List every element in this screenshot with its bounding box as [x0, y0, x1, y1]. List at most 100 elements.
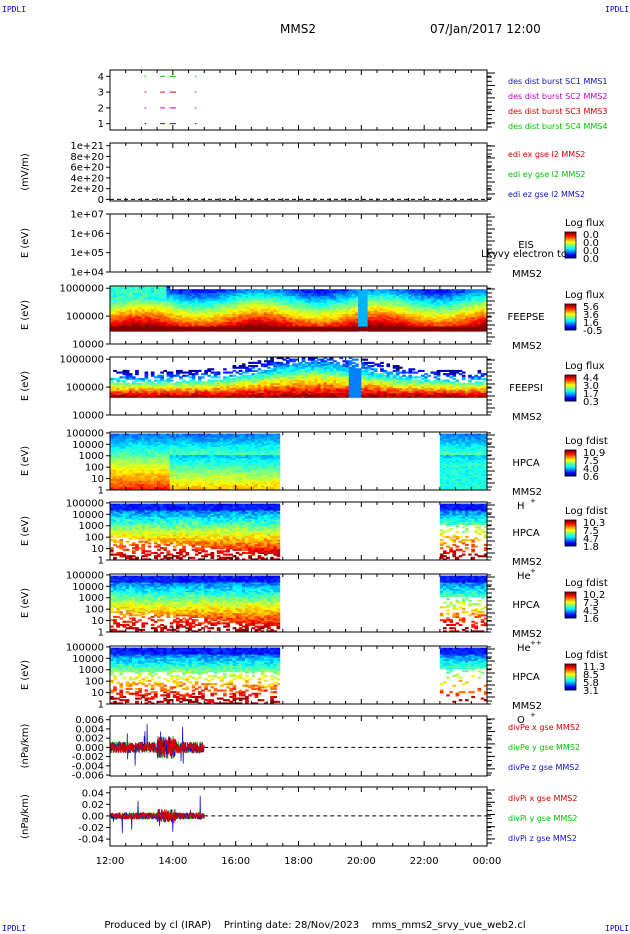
spectro-cell: [144, 377, 149, 381]
spectro-cell: [383, 303, 387, 306]
spectro-cell: [402, 310, 406, 313]
spectro-cell: [150, 389, 155, 392]
spectro-cell: [197, 297, 202, 300]
spectro-cell: [153, 311, 158, 314]
spectro-cell: [433, 310, 438, 313]
spectro-cell: [260, 305, 265, 308]
spectro-cell: [417, 324, 422, 327]
spectro-cell: [216, 303, 221, 306]
spectro-cell: [424, 310, 428, 313]
spectro-cell: [292, 315, 296, 318]
spectro-cell: [110, 382, 114, 385]
spectro-cell: [254, 326, 259, 332]
spectro-cell: [311, 290, 315, 293]
spectro-cell: [144, 298, 149, 301]
spectro-cell: [153, 379, 158, 382]
spectro-cell: [449, 302, 453, 305]
spectrogram-4: [110, 286, 488, 332]
spectro-cell: [411, 305, 416, 308]
spectro-cell: [424, 313, 428, 316]
spectro-cell: [166, 394, 171, 397]
spectro-cell: [223, 311, 227, 314]
spectro-cell: [138, 287, 142, 290]
spectro-cell: [364, 292, 369, 295]
spectro-cell: [182, 310, 186, 313]
spectro-cell: [329, 321, 334, 324]
spectro-cell: [421, 326, 425, 332]
spectro-cell: [144, 311, 149, 314]
spectro-cell: [392, 298, 397, 301]
spectro-cell: [147, 387, 152, 390]
corner-label-top-left: IPDLI: [2, 5, 27, 14]
spectro-cell: [141, 303, 146, 306]
spectro-cell: [144, 294, 149, 297]
spectro-cell: [458, 297, 463, 300]
spectro-cell: [229, 305, 234, 308]
spectro-cell: [411, 290, 416, 293]
spectro-cell: [128, 377, 133, 381]
spectro-cell: [270, 294, 274, 297]
spectro-cell: [223, 303, 227, 306]
spectro-cell: [128, 302, 133, 305]
spectro-cell: [421, 289, 425, 292]
spectro-cell: [414, 313, 419, 316]
spectro-cell: [172, 374, 177, 377]
spectro-cell: [131, 298, 136, 301]
spectro-cell: [439, 289, 444, 292]
spectro-cell: [254, 316, 259, 319]
spectro-cell: [125, 377, 130, 381]
spectro-cell: [480, 298, 485, 301]
spectro-cell: [172, 295, 177, 298]
spectro-cell: [166, 387, 171, 390]
spectro-cell: [326, 302, 331, 305]
spectro-cell: [345, 302, 350, 305]
spectro-cell: [182, 306, 186, 310]
spectro-cell: [298, 303, 303, 306]
spectro-cell: [317, 315, 321, 318]
spectro-cell: [424, 318, 428, 321]
spectro-cell: [257, 300, 262, 303]
spectro-cell: [433, 318, 438, 321]
spectro-cell: [480, 305, 485, 308]
spectro-cell: [223, 319, 227, 322]
spectro-cell: [355, 289, 359, 292]
spectro-cell: [263, 324, 268, 327]
spectro-cell: [295, 290, 299, 293]
spectro-cell: [358, 311, 362, 314]
spectro-cell: [179, 315, 183, 318]
spectro-cell: [471, 308, 475, 311]
spectro-cell: [370, 295, 375, 298]
spectro-cell: [163, 381, 168, 384]
spectro-cell: [235, 305, 240, 308]
spectro-cell: [483, 297, 488, 300]
spectro-cell: [157, 395, 161, 398]
spectro-cell: [216, 316, 221, 319]
spectro-cell: [436, 290, 441, 293]
colorbar-cell: [565, 238, 576, 240]
spectro-cell: [311, 310, 315, 313]
spectro-cell: [119, 295, 124, 298]
spectro-cell: [483, 305, 488, 308]
spectro-cell: [370, 315, 375, 318]
spectro-cell: [351, 297, 356, 300]
spectro-cell: [235, 366, 240, 369]
spectro-cell: [169, 298, 174, 301]
spectro-cell: [323, 306, 328, 310]
spectro-cell: [323, 300, 328, 303]
spectro-cell: [157, 294, 161, 297]
spectro-cell: [304, 361, 309, 364]
spectro-cell: [207, 326, 212, 332]
spectro-cell: [113, 286, 117, 289]
colorbar-cell: [565, 314, 576, 316]
spectro-cell: [182, 379, 186, 382]
spectro-cell: [436, 318, 441, 321]
spectro-cell: [351, 308, 356, 311]
spectro-cell: [207, 305, 212, 308]
spectro-cell: [323, 298, 328, 301]
spectro-cell: [380, 290, 384, 293]
spectro-cell: [320, 311, 325, 314]
spectro-cell: [417, 319, 422, 322]
spectro-cell: [446, 321, 450, 324]
spectro-cell: [201, 306, 205, 310]
spectro-cell: [314, 324, 318, 327]
